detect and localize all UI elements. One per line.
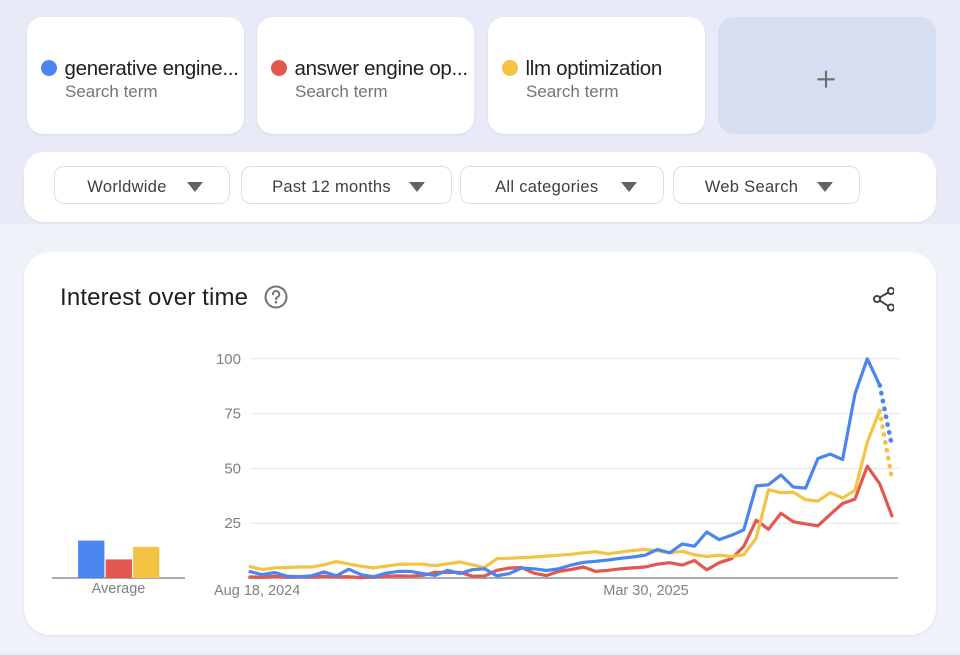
svg-text:25: 25 (224, 515, 241, 532)
svg-text:Mar 30, 2025: Mar 30, 2025 (603, 583, 688, 599)
svg-text:Aug 18, 2024: Aug 18, 2024 (214, 583, 300, 599)
svg-text:50: 50 (224, 460, 241, 477)
svg-text:75: 75 (224, 406, 241, 423)
svg-text:100: 100 (216, 351, 241, 368)
svg-text:Average: Average (92, 581, 146, 597)
